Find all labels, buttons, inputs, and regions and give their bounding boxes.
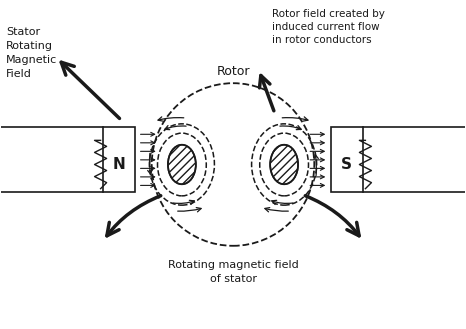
Text: Rotor: Rotor	[216, 64, 250, 78]
Ellipse shape	[270, 145, 298, 184]
Ellipse shape	[168, 145, 196, 184]
Text: N: N	[113, 157, 125, 172]
Text: Rotating magnetic field
of stator: Rotating magnetic field of stator	[168, 260, 298, 284]
Text: Rotor field created by
induced current flow
in rotor conductors: Rotor field created by induced current f…	[273, 9, 385, 45]
Bar	[103, 127, 136, 192]
Bar	[330, 127, 363, 192]
Text: Stator
Rotating
Magnetic
Field: Stator Rotating Magnetic Field	[6, 27, 57, 79]
Text: S: S	[341, 157, 352, 172]
